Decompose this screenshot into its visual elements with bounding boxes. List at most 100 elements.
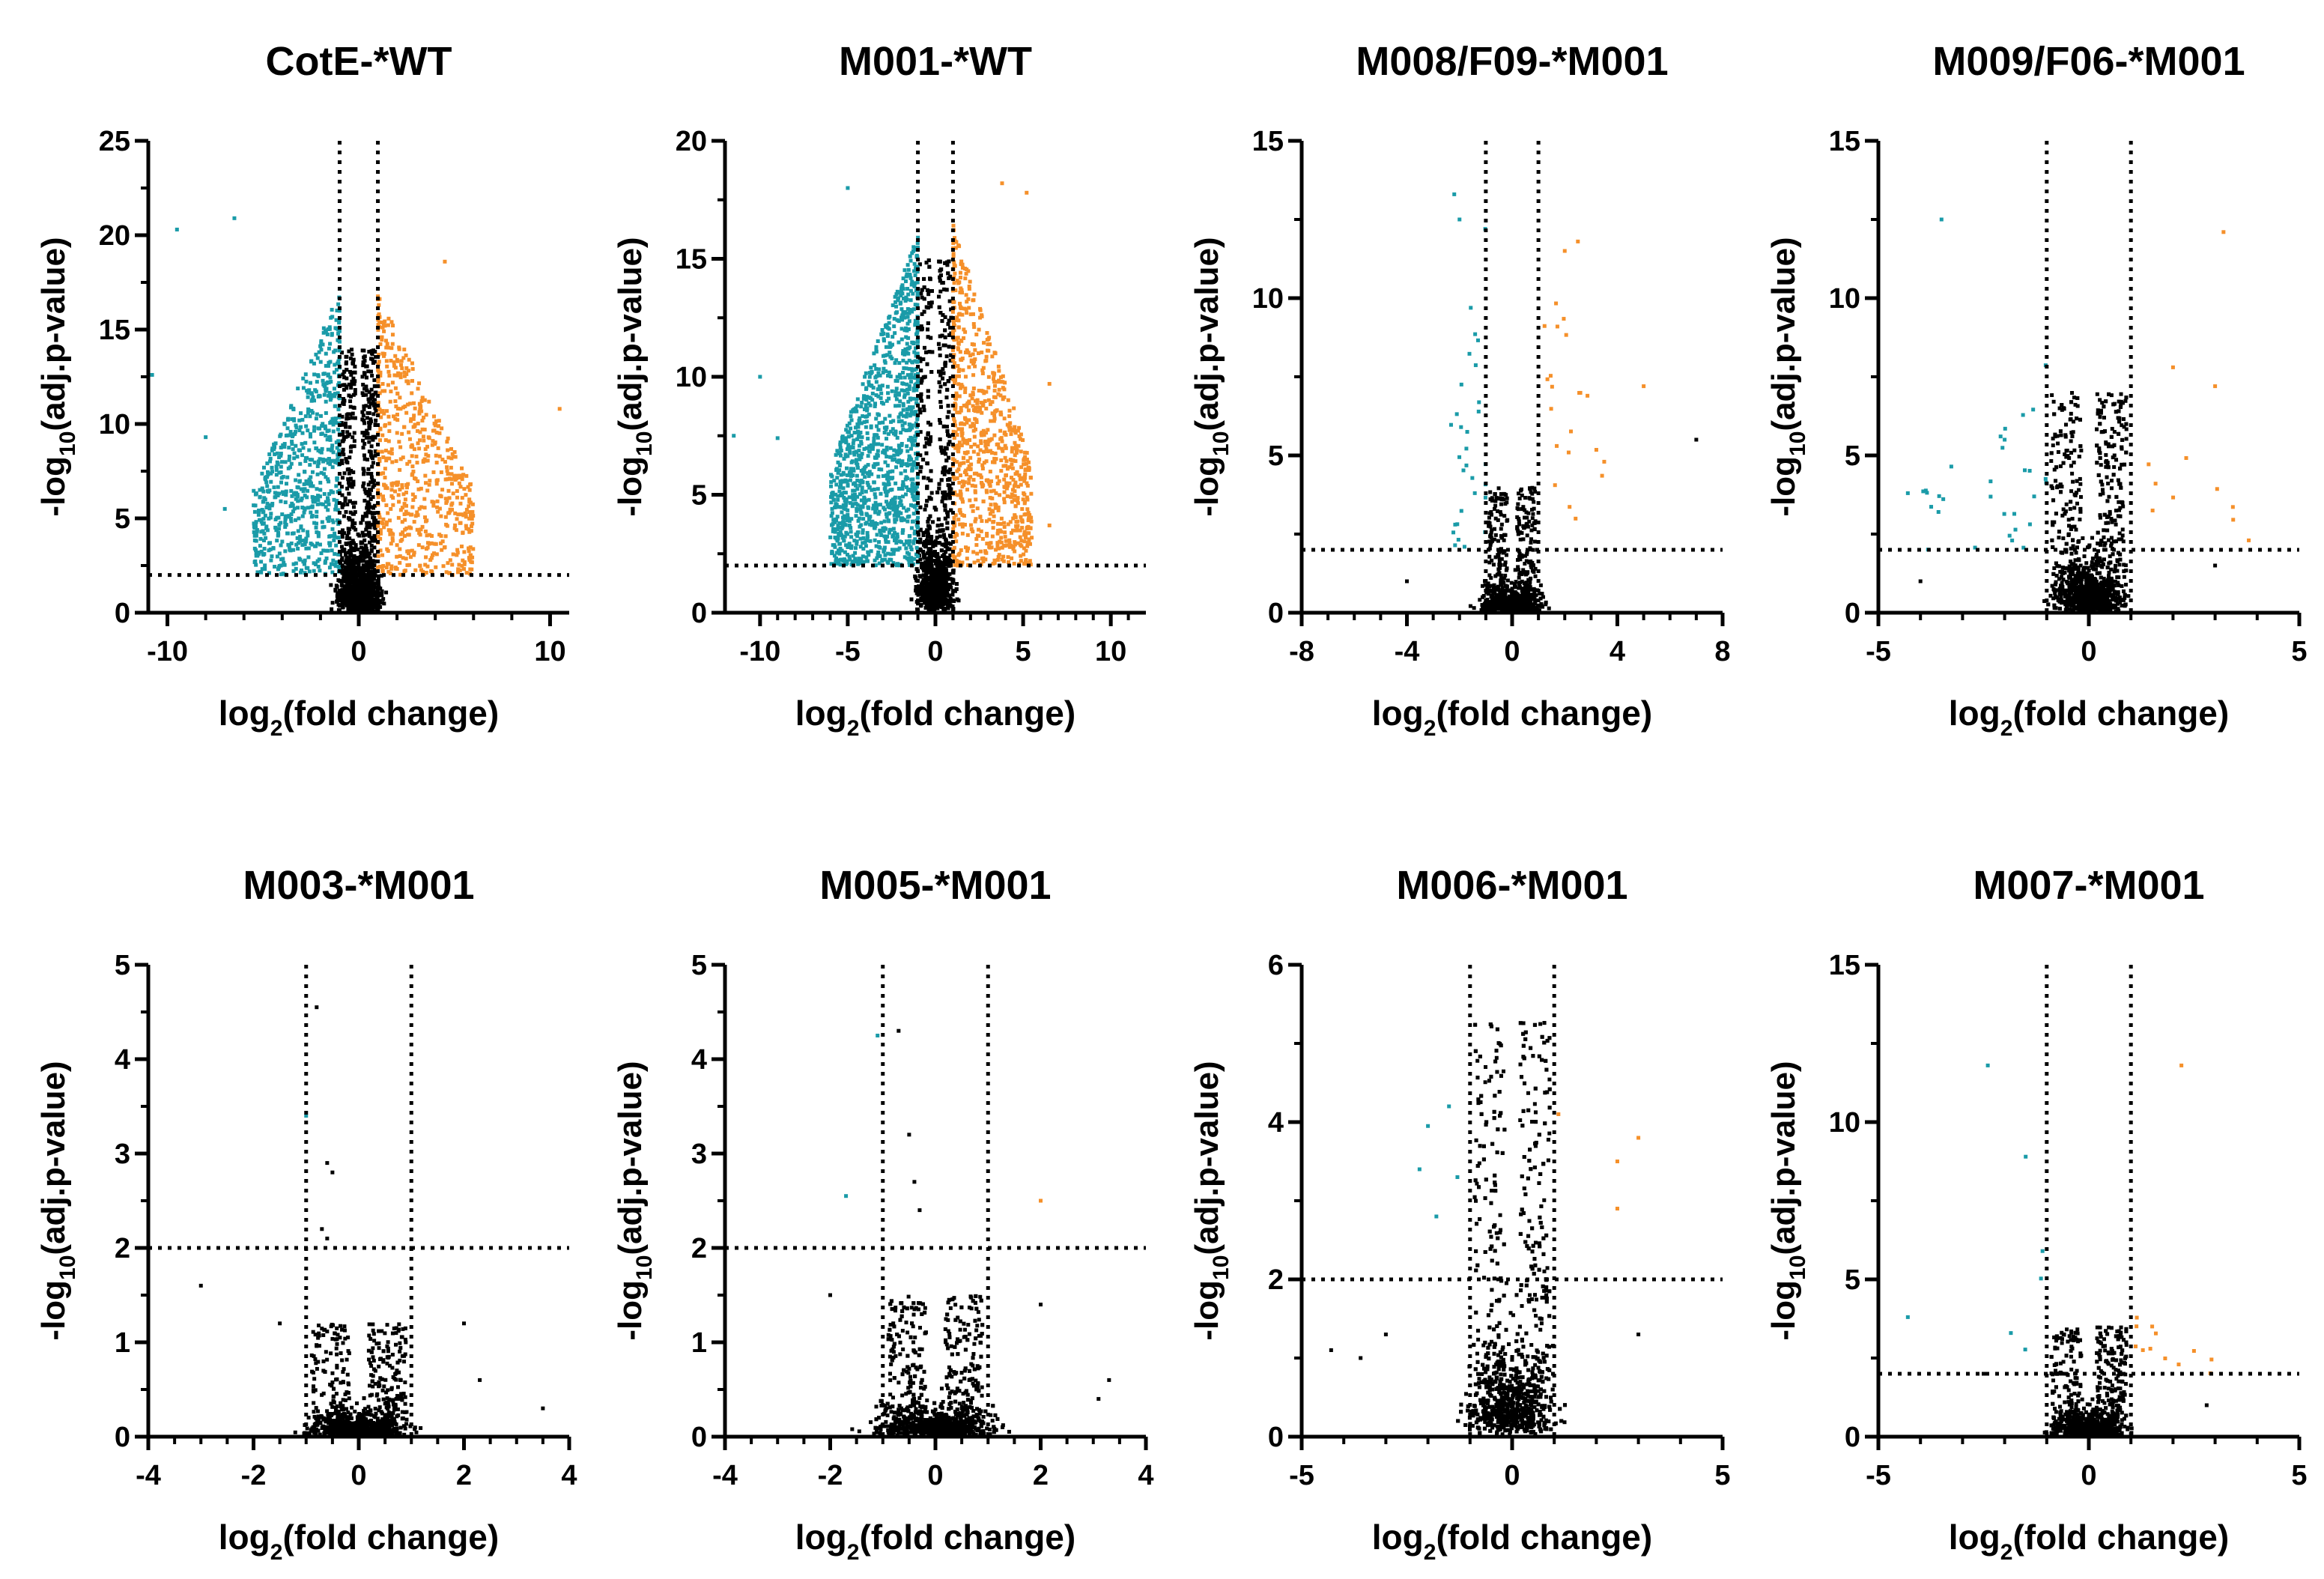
ns-point (345, 587, 350, 592)
ns-point (949, 307, 953, 312)
ns-point (363, 533, 368, 537)
up-point (389, 359, 393, 363)
down-point (319, 502, 324, 506)
down-point (295, 536, 300, 540)
ns-point (929, 556, 933, 560)
up-point (418, 533, 422, 537)
ns-point (352, 439, 357, 443)
ns-point (923, 572, 928, 577)
ns-point (936, 342, 941, 346)
up-point (390, 539, 395, 543)
up-point (467, 546, 471, 551)
ns-point (348, 399, 353, 404)
ns-point (362, 487, 367, 491)
down-point (326, 461, 330, 465)
ns-point (924, 440, 929, 445)
down-point (884, 512, 888, 516)
down-point (855, 422, 860, 426)
ns-point (941, 587, 946, 592)
down-point (320, 520, 324, 524)
down-point (911, 488, 916, 493)
up-point (451, 491, 455, 496)
down-point (337, 309, 342, 313)
ns-point (935, 490, 940, 494)
ns-point (346, 477, 351, 482)
ns-point (340, 593, 345, 598)
ns-point (933, 576, 938, 581)
down-point (915, 496, 920, 500)
ns-point (362, 567, 366, 572)
up-point (422, 415, 426, 419)
up-point (425, 444, 430, 449)
up-point (458, 521, 463, 525)
ns-point (923, 567, 928, 572)
ns-point (373, 435, 377, 440)
down-point (336, 338, 340, 342)
ns-point (363, 490, 368, 494)
down-point (290, 494, 294, 498)
down-point (887, 530, 891, 535)
ns-point (371, 395, 375, 399)
ns-point (946, 455, 950, 460)
up-point (387, 518, 392, 523)
ns-point (342, 387, 346, 392)
down-point (908, 276, 913, 280)
down-point (297, 473, 301, 477)
down-point (330, 333, 334, 337)
ns-point (380, 592, 384, 597)
up-point (440, 457, 445, 461)
down-point (319, 348, 324, 352)
ns-point (930, 540, 935, 545)
down-point (300, 568, 304, 572)
ns-point (351, 512, 356, 516)
ns-point (365, 458, 370, 462)
up-point (467, 530, 472, 534)
ns-point (340, 461, 345, 465)
down-point (260, 486, 264, 491)
ns-point (361, 559, 365, 563)
ns-point (361, 393, 365, 397)
up-point (386, 316, 391, 321)
ns-point (374, 418, 378, 422)
down-point (291, 562, 296, 566)
down-point (290, 442, 294, 446)
down-point (861, 504, 865, 509)
down-point (332, 387, 336, 391)
ns-point (925, 485, 929, 489)
ns-point (926, 532, 931, 536)
up-point (419, 527, 423, 532)
up-point (446, 472, 450, 476)
ns-point (947, 533, 952, 538)
ns-point (924, 581, 929, 586)
up-point (434, 453, 438, 458)
ns-point (927, 301, 932, 306)
up-point (420, 427, 425, 431)
ns-point (376, 577, 380, 581)
ns-point (336, 591, 340, 595)
up-point (381, 498, 386, 503)
up-point (469, 524, 473, 529)
down-point (326, 447, 330, 452)
up-point (397, 440, 401, 444)
up-point (395, 543, 399, 548)
down-point (313, 388, 318, 393)
down-point (901, 358, 905, 363)
down-point (861, 530, 865, 535)
down-point (294, 423, 298, 428)
down-point (885, 447, 889, 452)
ns-point (947, 318, 951, 323)
down-point (318, 569, 322, 573)
up-point (444, 570, 449, 575)
down-point (307, 482, 312, 486)
ns-point (374, 409, 378, 413)
ns-point (342, 398, 347, 403)
down-point (277, 491, 282, 496)
down-point (869, 443, 873, 447)
ns-point (374, 390, 378, 395)
down-point (261, 500, 265, 504)
down-point (840, 510, 844, 515)
up-point (378, 472, 383, 476)
down-point (309, 359, 314, 363)
down-point (899, 307, 904, 312)
